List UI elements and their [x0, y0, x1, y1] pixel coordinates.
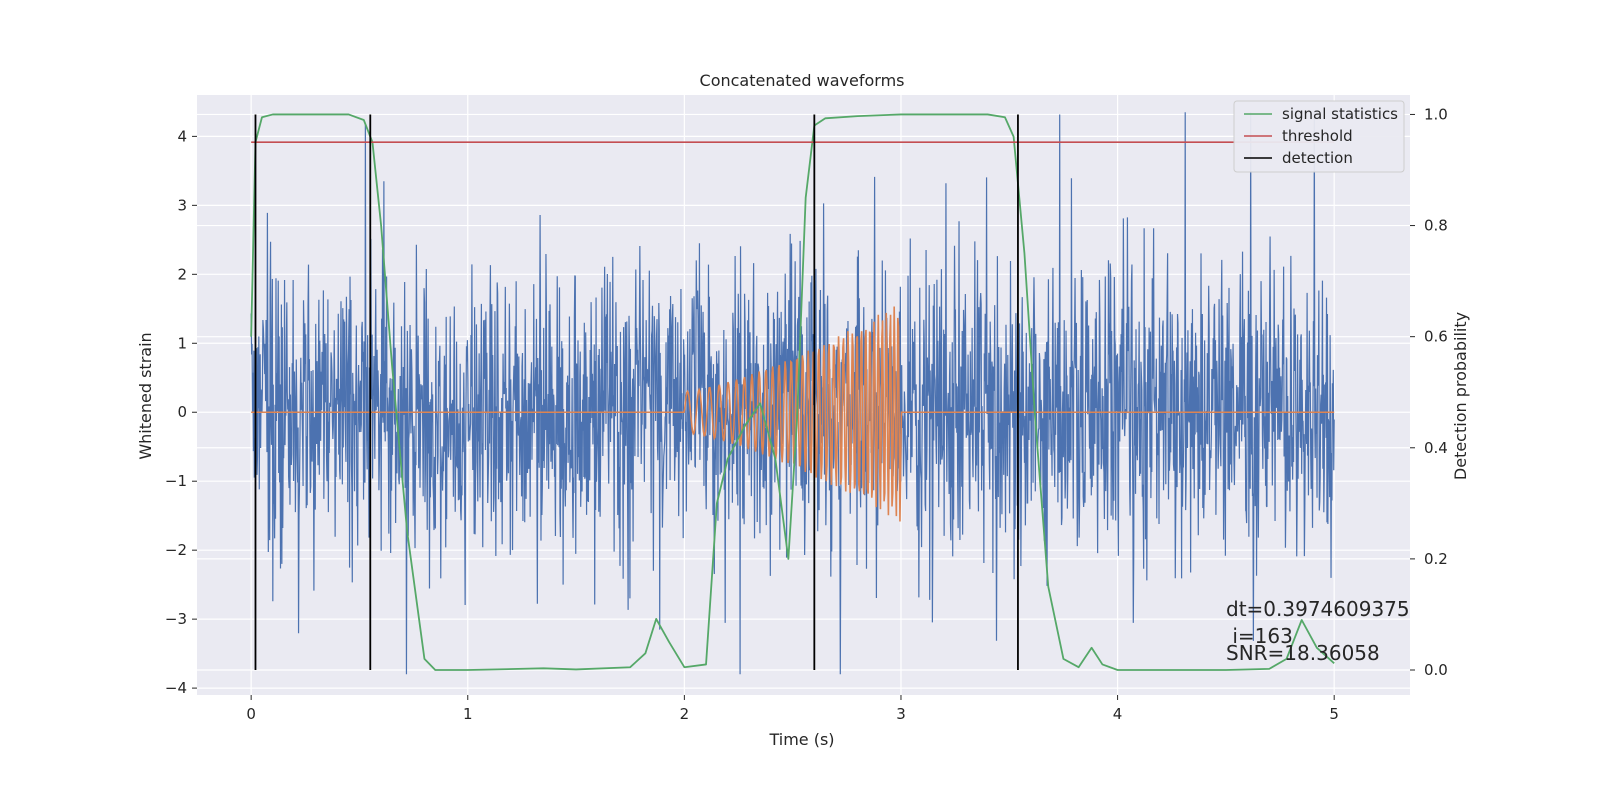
y-left-tick-label: −4 [165, 679, 187, 697]
annotation-index: i=163 [1226, 624, 1293, 648]
y-left-tick-label: −1 [165, 472, 187, 490]
signal-statistics-series [250, 113, 1335, 671]
y-left-tick-label: 1 [177, 334, 187, 352]
y-axis-left-label: Whitened strain [136, 332, 155, 459]
injected-waveform-series [251, 306, 1335, 522]
annotation-snr: SNR=18.36058 [1226, 641, 1380, 665]
x-axis-label: Time (s) [768, 730, 834, 749]
legend-label-signal-statistics: signal statistics [1282, 105, 1398, 123]
x-tick-label: 2 [680, 705, 690, 723]
x-tick-label: 5 [1329, 705, 1339, 723]
injected-waveform-line [251, 306, 1335, 522]
y-right-tick-label: 0.4 [1424, 439, 1448, 457]
signal-statistics-line [250, 113, 1335, 671]
legend-label-threshold: threshold [1282, 127, 1353, 145]
y-axis-right-ticks: 0.0 0.2 0.4 0.6 0.8 1.0 [1410, 105, 1448, 679]
y-left-tick-label: 4 [177, 127, 187, 145]
annotation-dt: dt=0.3974609375 [1226, 597, 1410, 621]
x-tick-label: 4 [1113, 705, 1123, 723]
y-left-tick-label: −3 [165, 610, 187, 628]
y-left-tick-label: 0 [177, 403, 187, 421]
legend-box [1233, 100, 1405, 173]
y-right-tick-label: 1.0 [1424, 105, 1448, 123]
legend: signal statistics threshold detection [1233, 100, 1405, 173]
y-axis-right-label: Detection probability [1451, 312, 1470, 480]
legend-label-detection: detection [1282, 149, 1353, 167]
detection-series [254, 114, 1019, 670]
y-right-tick-label: 0.0 [1424, 661, 1448, 679]
y-right-tick-label: 0.6 [1424, 328, 1448, 346]
x-tick-label: 3 [896, 705, 906, 723]
x-tick-label: 1 [463, 705, 473, 723]
x-axis-ticks: 0 1 2 3 4 5 [246, 695, 1339, 723]
y-right-tick-label: 0.2 [1424, 550, 1448, 568]
y-left-tick-label: 2 [177, 265, 187, 283]
y-axis-left-ticks: −4 −3 −2 −1 0 1 2 3 4 [165, 127, 197, 697]
x-tick-label: 0 [246, 705, 256, 723]
y-left-tick-label: −2 [165, 541, 187, 559]
y-left-tick-label: 3 [177, 196, 187, 214]
y-right-tick-label: 0.8 [1424, 217, 1448, 235]
chart-title: Concatenated waveforms [700, 71, 905, 90]
